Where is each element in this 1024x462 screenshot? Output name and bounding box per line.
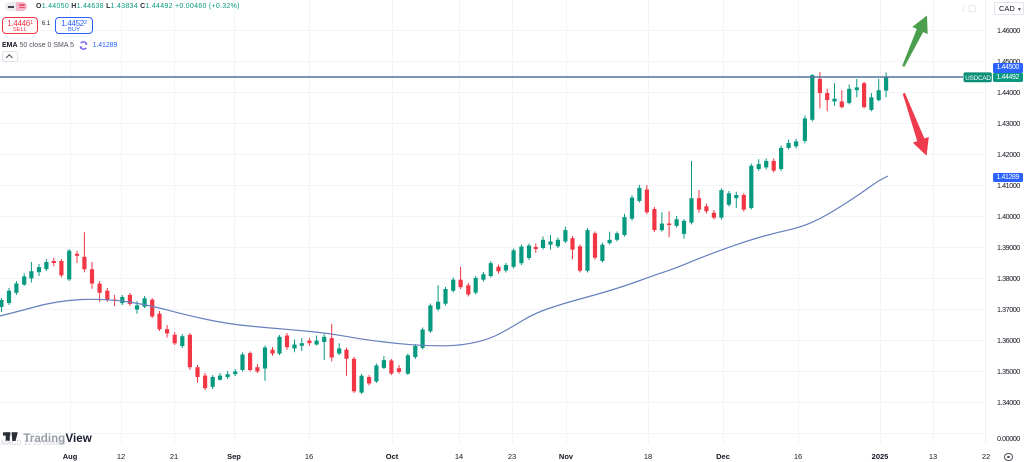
svg-text:Trading: Trading xyxy=(23,432,65,445)
svg-text:View: View xyxy=(66,432,93,445)
svg-text:USDCAD: USDCAD xyxy=(965,75,991,82)
